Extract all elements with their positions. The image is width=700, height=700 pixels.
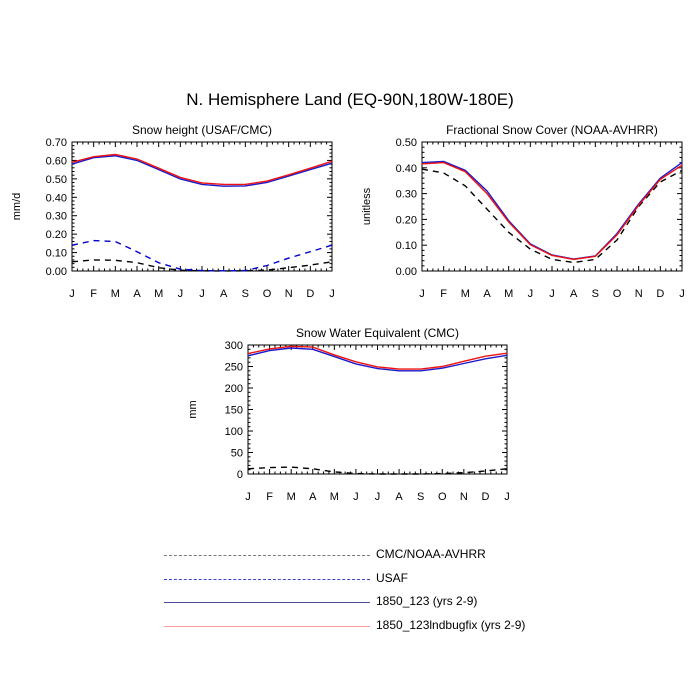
x-tick-label: F xyxy=(266,491,273,503)
legend-item: 1850_123 (yrs 2-9) xyxy=(160,593,580,617)
x-tick-label: J xyxy=(329,288,335,300)
y-axis-label: unitless xyxy=(361,187,373,225)
series-line-cmc-noaa-avhrr xyxy=(421,168,683,264)
x-tick-label: J xyxy=(199,288,205,300)
series-line-1850-123lndbugfix-yrs-2-9 xyxy=(421,161,683,261)
y-tick-label: 0.40 xyxy=(396,163,417,175)
x-tick-label: S xyxy=(242,288,249,300)
y-tick-label: 100 xyxy=(225,426,243,438)
legend-item: CMC/NOAA-AVHRR xyxy=(160,546,580,570)
chart-title: Snow Water Equivalent (CMC) xyxy=(296,326,459,340)
x-tick-label: J xyxy=(679,288,685,300)
x-tick-label: J xyxy=(504,491,510,503)
plot-frame xyxy=(247,344,508,475)
x-tick-label: F xyxy=(90,288,97,300)
series-line-usaf xyxy=(71,239,333,272)
y-tick-label: 0.10 xyxy=(396,240,417,252)
x-tick-label: N xyxy=(635,288,643,300)
series-line-1850-123lndbugfix-yrs-2-9 xyxy=(71,153,333,186)
page-title: N. Hemisphere Land (EQ-90N,180W-180E) xyxy=(186,90,514,109)
chart-title: Snow height (USAF/CMC) xyxy=(132,123,272,137)
x-tick-label: N xyxy=(285,288,293,300)
x-tick-label: M xyxy=(111,288,120,300)
x-tick-label: J xyxy=(419,288,425,300)
x-tick-label: J xyxy=(353,491,359,503)
x-tick-label: N xyxy=(460,491,468,503)
x-tick-label: O xyxy=(613,288,622,300)
x-tick-label: A xyxy=(309,491,317,503)
x-tick-label: A xyxy=(395,491,403,503)
legend-item: 1850_123lndbugfix (yrs 2-9) xyxy=(160,617,580,641)
legend-label: 1850_123lndbugfix (yrs 2-9) xyxy=(376,617,526,632)
x-tick-label: F xyxy=(440,288,447,300)
x-tick-label: S xyxy=(592,288,599,300)
series-line-1850-123-yrs-2-9 xyxy=(247,347,508,372)
chart-2: Fractional Snow Cover (NOAA-AVHRR) J F M A M J… xyxy=(361,123,685,300)
y-tick-label: 0.50 xyxy=(46,174,67,186)
legend-line-swatch xyxy=(164,555,370,556)
plot-frame xyxy=(421,141,683,272)
x-tick-label: A xyxy=(220,288,228,300)
y-tick-label: 0.30 xyxy=(46,211,67,223)
x-tick-label: J xyxy=(69,288,75,300)
legend-line-swatch xyxy=(164,602,370,603)
y-tick-label: 300 xyxy=(225,340,243,352)
x-tick-label: M xyxy=(154,288,163,300)
series-line-1850-123lndbugfix-yrs-2-9 xyxy=(247,345,508,370)
y-tick-label: 0 xyxy=(237,469,243,481)
x-tick-label: J xyxy=(178,288,184,300)
y-axis-label: mm/d xyxy=(11,193,23,221)
y-tick-label: 0.20 xyxy=(46,229,67,241)
x-tick-label: J xyxy=(245,491,251,503)
y-tick-label: 0.50 xyxy=(396,137,417,149)
y-tick-label: 0.70 xyxy=(46,137,67,149)
y-tick-label: 0.10 xyxy=(46,248,67,260)
x-tick-label: M xyxy=(330,491,339,503)
legend-label: USAF xyxy=(376,570,409,585)
x-tick-label: J xyxy=(549,288,555,300)
x-tick-label: J xyxy=(375,491,381,503)
y-tick-label: 250 xyxy=(225,362,243,374)
x-tick-label: S xyxy=(417,491,424,503)
legend-item: USAF xyxy=(160,570,580,594)
x-tick-label: O xyxy=(263,288,272,300)
x-tick-label: M xyxy=(504,288,513,300)
x-tick-label: A xyxy=(570,288,578,300)
y-tick-label: 0.20 xyxy=(396,214,417,226)
y-tick-label: 0.30 xyxy=(396,189,417,201)
series-line-1850-123-yrs-2-9 xyxy=(71,155,333,187)
x-tick-label: D xyxy=(481,491,489,503)
chart-1: Snow height (USAF/CMC)J F M A M J J A S O N D J0.000… xyxy=(11,123,335,300)
y-tick-label: 0.00 xyxy=(46,266,67,278)
legend-line-swatch xyxy=(164,578,370,580)
y-tick-label: 0.40 xyxy=(46,192,67,204)
x-tick-label: J xyxy=(528,288,534,300)
y-tick-label: 200 xyxy=(225,383,243,395)
legend: CMC/NOAA-AVHRR USAF 1850_123 (yrs 2-9) 1850… xyxy=(160,546,580,640)
chart-3: Snow Water Equivalent (CMC) J F M A M J J A S O N D J… xyxy=(187,326,510,503)
x-tick-label: D xyxy=(306,288,314,300)
legend-line-swatch xyxy=(164,625,370,627)
series-line-1850-123-yrs-2-9 xyxy=(421,160,683,260)
y-tick-label: 50 xyxy=(231,448,243,460)
plot-frame xyxy=(71,141,333,272)
x-tick-label: M xyxy=(461,288,470,300)
y-axis-label: mm xyxy=(187,400,199,418)
chart-title: Fractional Snow Cover (NOAA-AVHRR) xyxy=(446,123,658,137)
x-tick-label: A xyxy=(133,288,141,300)
x-tick-label: D xyxy=(656,288,664,300)
legend-label: 1850_123 (yrs 2-9) xyxy=(376,594,478,608)
x-tick-label: O xyxy=(438,491,447,503)
y-tick-label: 0.60 xyxy=(46,155,67,167)
y-tick-label: 150 xyxy=(225,405,243,417)
y-tick-label: 0.00 xyxy=(396,266,417,278)
legend-label: CMC/NOAA-AVHRR xyxy=(376,547,486,561)
x-tick-label: M xyxy=(287,491,296,503)
x-tick-label: A xyxy=(483,288,491,300)
